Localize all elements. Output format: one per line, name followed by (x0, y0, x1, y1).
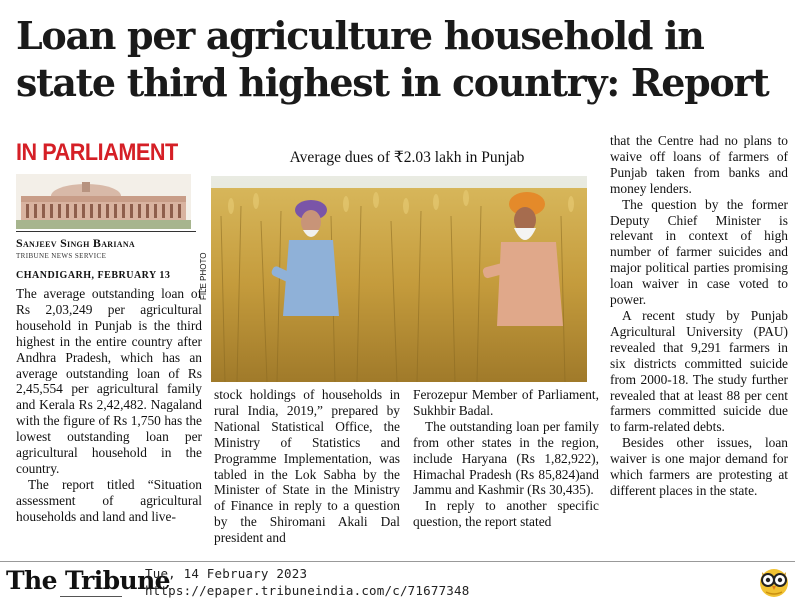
article-column-3: Ferozepur Member of Parliament, Sukhbir … (413, 387, 599, 530)
photo-credit: FILE PHOTO (199, 252, 208, 300)
paragraph: The report titled “Situation assessment … (16, 476, 202, 524)
paragraph: that the Centre had no plans to waive of… (610, 133, 788, 196)
photo-caption: Average dues of ₹2.03 lakh in Punjab (289, 149, 525, 166)
epaper-link[interactable]: https://epaper.tribuneindia.com/c/716773… (145, 583, 470, 598)
paragraph: The question by the former Deputy Chief … (610, 196, 788, 308)
parliament-building-illustration (16, 174, 191, 229)
paragraph: The outstanding loan per family from oth… (413, 418, 599, 498)
article-column-2: stock holdings of households in rural In… (214, 387, 400, 546)
logo-underline (60, 596, 122, 600)
news-service: TRIBUNE NEWS SERVICE (16, 252, 107, 260)
footer-divider (0, 561, 795, 562)
headline: Loan per agriculture household in state … (16, 13, 770, 105)
paragraph: Ferozepur Member of Parliament, Sukhbir … (413, 387, 599, 418)
tribune-logo: The Tribune (6, 566, 171, 595)
section-tag: IN PARLIAMENT (16, 139, 178, 166)
owl-icon[interactable] (757, 564, 791, 598)
article-column-4: that the Centre had no plans to waive of… (610, 133, 788, 499)
paragraph: The average outstanding loan of Rs 2,03,… (16, 286, 202, 476)
paragraph: stock holdings of households in rural In… (214, 387, 400, 546)
dateline: CHANDIGARH, FEBRUARY 13 (16, 270, 171, 281)
edition-date: Tue, 14 February 2023 (145, 566, 308, 581)
article-column-1: The average outstanding loan of Rs 2,03,… (16, 286, 202, 525)
farmers-wheat-field-photo (211, 176, 587, 382)
divider (16, 231, 196, 232)
byline: Sanjeev Singh Bariana (16, 236, 135, 250)
paragraph: Besides other issues, loan waiver is one… (610, 435, 788, 498)
paragraph: In reply to another specific question, t… (413, 498, 599, 530)
paragraph: A recent study by Punjab Agricultural Un… (610, 307, 788, 435)
